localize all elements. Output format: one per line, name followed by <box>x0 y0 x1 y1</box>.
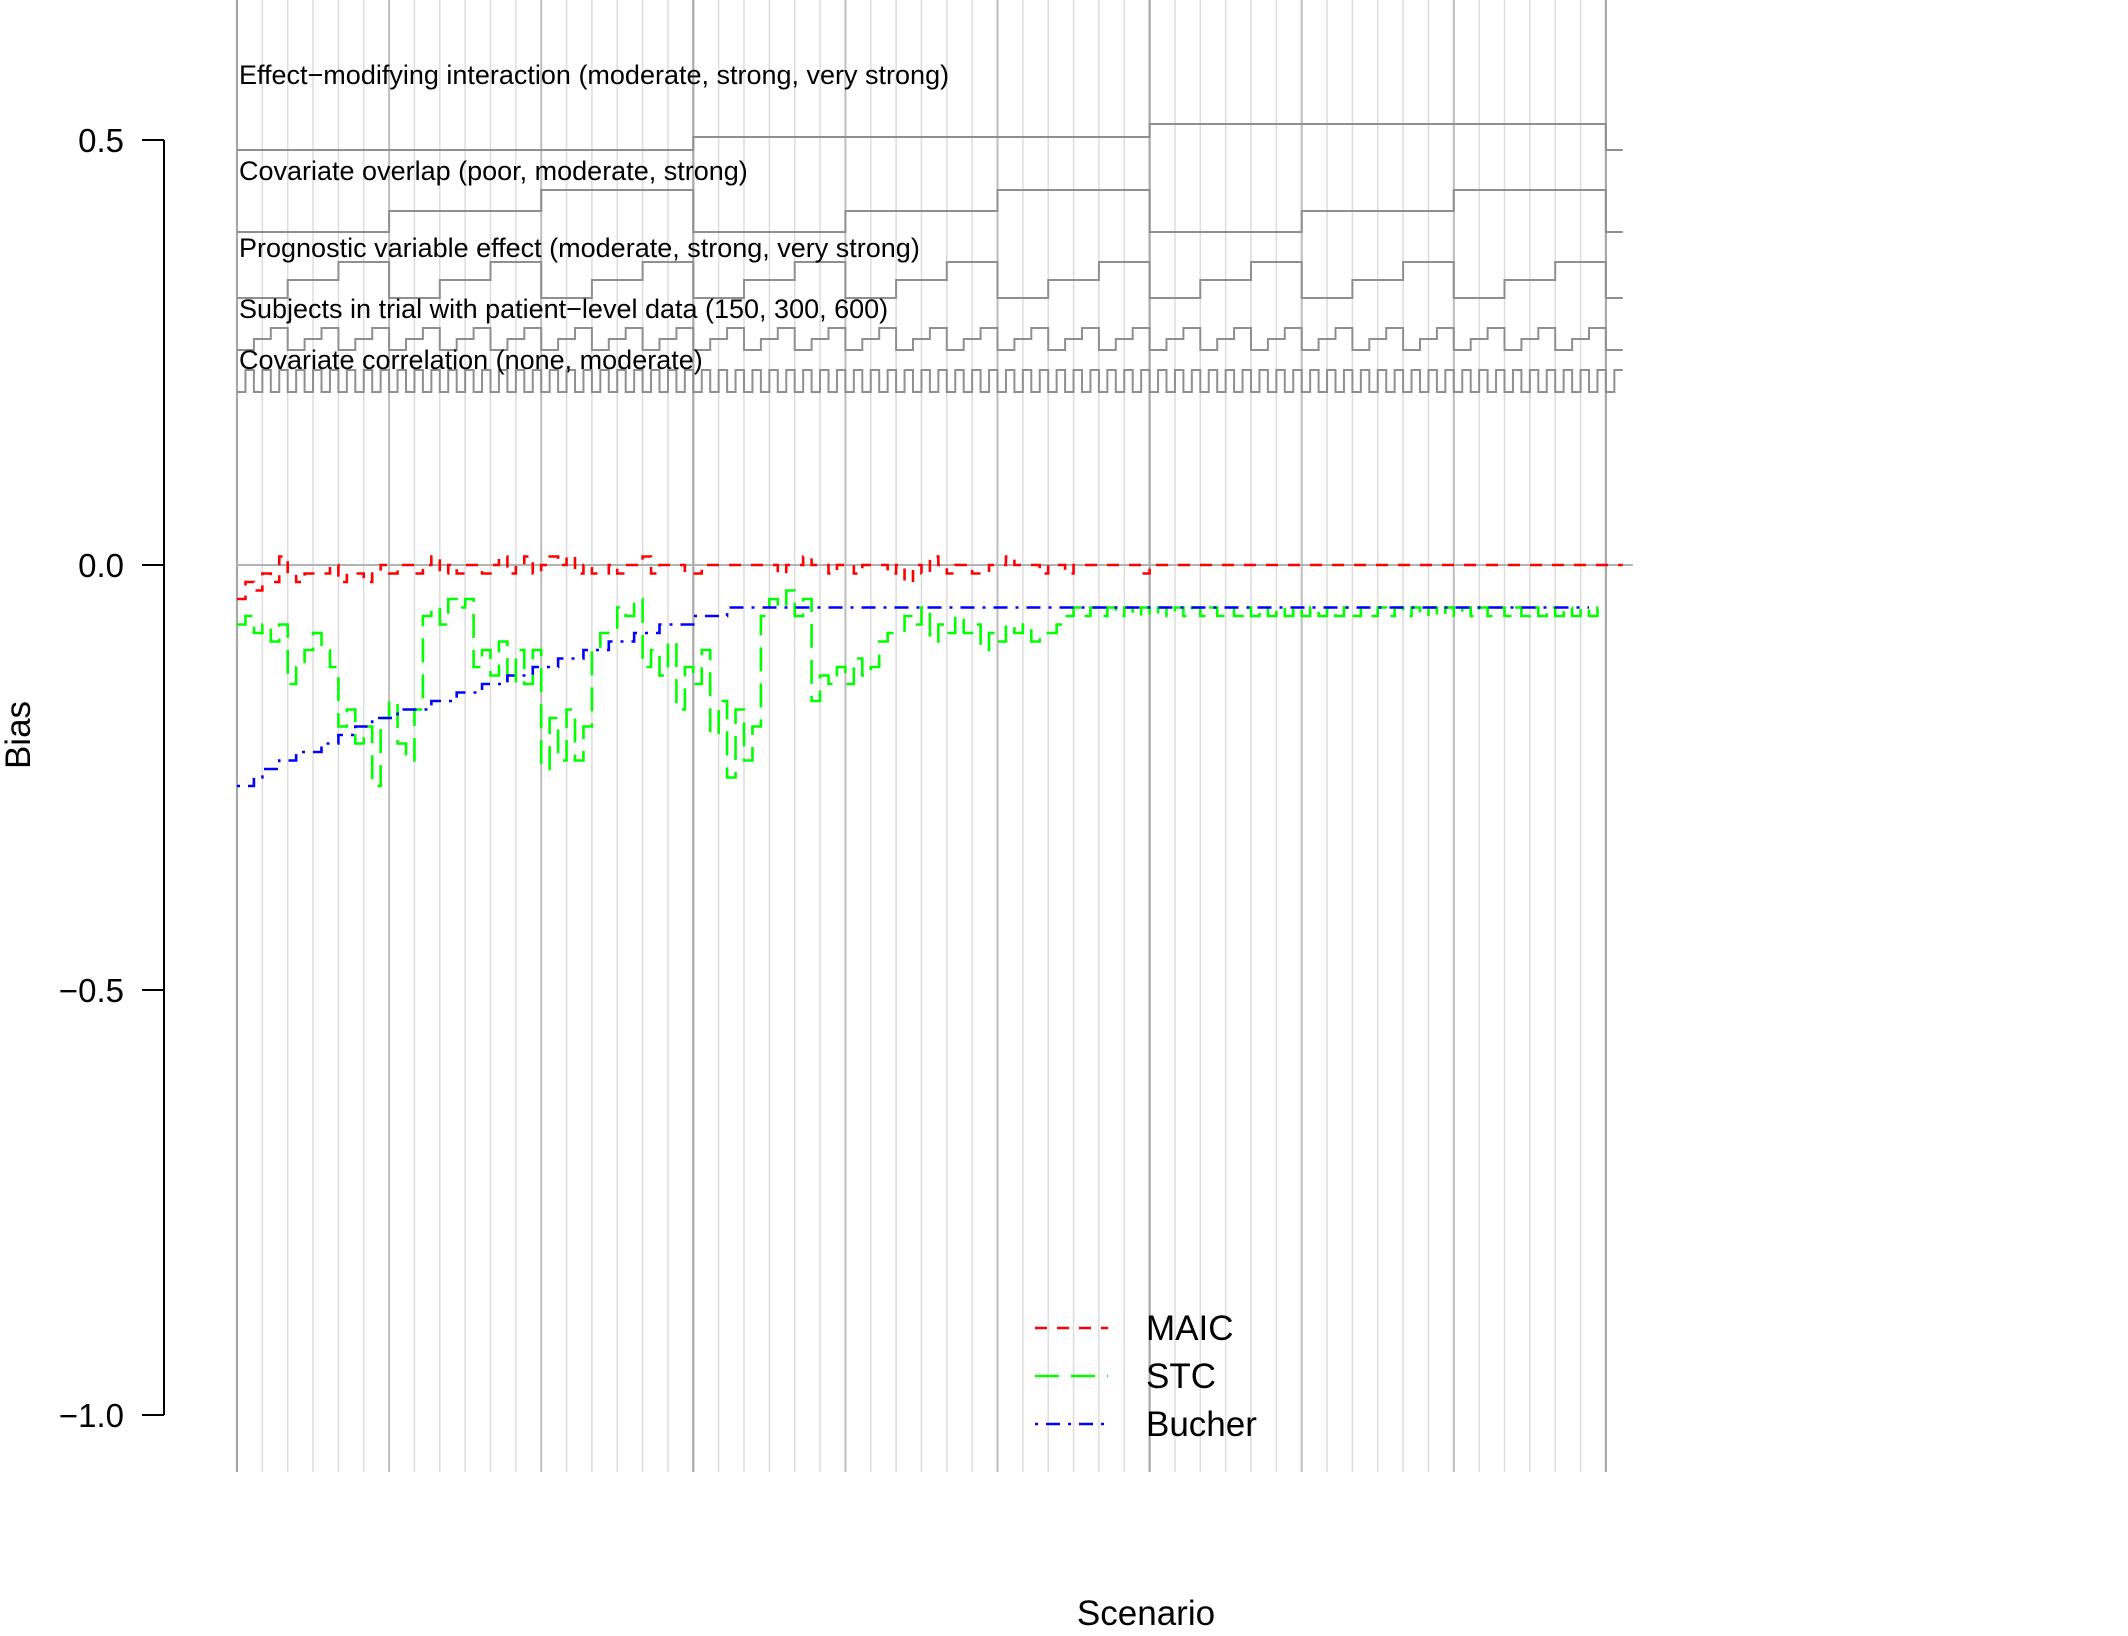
y-axis-title: Bias <box>0 701 38 769</box>
covariate-correlation-steps <box>237 369 1623 393</box>
legend-stc-label: STC <box>1146 1357 1216 1396</box>
prognostic-variable-effect-steps <box>237 261 1623 299</box>
covariate-overlap-steps <box>237 189 1623 233</box>
series-bucher-line <box>237 606 1589 788</box>
series-stc-line <box>237 589 1606 788</box>
subjects-in-trial-steps <box>237 327 1623 351</box>
effect-modifying-interaction-label: Effect−modifying interaction (moderate, … <box>239 60 949 90</box>
x-axis-title: Scenario <box>1077 1594 1215 1633</box>
y-tick-label: −1.0 <box>59 1397 124 1434</box>
effect-modifying-interaction-steps <box>237 123 1623 151</box>
design-factor-steps <box>237 123 1623 393</box>
prognostic-variable-effect-label: Prognostic variable effect (moderate, st… <box>239 233 920 263</box>
scenario-gridlines <box>235 0 1608 1472</box>
y-tick-label: 0.0 <box>78 547 124 584</box>
subjects-in-trial-label: Subjects in trial with patient−level dat… <box>239 294 888 324</box>
series-lines <box>237 555 1623 788</box>
legend-bucher-label: Bucher <box>1146 1405 1257 1444</box>
legend: MAIC STC Bucher <box>1035 1309 1257 1444</box>
covariate-overlap-label: Covariate overlap (poor, moderate, stron… <box>239 156 748 186</box>
annotation-labels: Effect−modifying interaction (moderate, … <box>239 60 949 375</box>
y-tick-label: −0.5 <box>59 972 124 1009</box>
legend-maic-label: MAIC <box>1146 1309 1234 1348</box>
series-maic-line <box>237 555 1623 601</box>
covariate-correlation-label: Covariate correlation (none, moderate) <box>239 345 703 375</box>
y-tick-label: 0.5 <box>78 122 124 159</box>
y-axis: 0.5 0.0 −0.5 −1.0 <box>59 122 165 1434</box>
